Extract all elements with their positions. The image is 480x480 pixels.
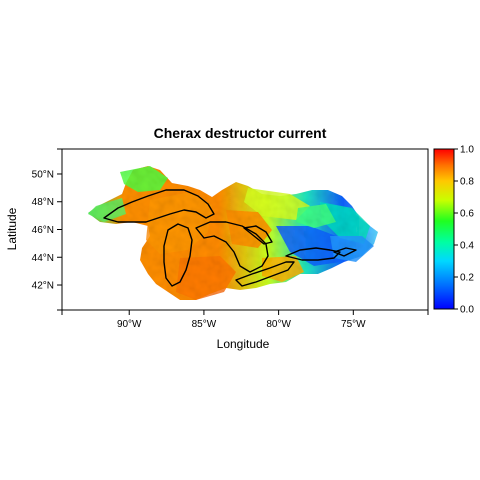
y-axis: 42°N 44°N 46°N 48°N 50°N	[32, 149, 62, 310]
colorbar-tick-label: 1.0	[460, 145, 474, 156]
colorbar-legend: 0.0 0.2 0.4 0.6 0.8 1.0	[434, 145, 474, 316]
colorbar-tick-label: 0.0	[460, 305, 474, 316]
x-axis-label: Longitude	[217, 337, 270, 351]
y-tick-label: 48°N	[32, 197, 54, 208]
x-tick-label: 90°W	[117, 319, 142, 330]
colorbar-ticks: 0.0 0.2 0.4 0.6 0.8 1.0	[454, 145, 474, 316]
plot-area: 90°W 85°W 80°W 75°W 42°N 44°N 46°N 48°N 50°N	[32, 149, 428, 330]
map-title: Cherax destructor current	[154, 125, 327, 141]
colorbar-gradient	[434, 149, 454, 309]
y-tick-label: 44°N	[32, 253, 54, 264]
colorbar-tick-label: 0.2	[460, 273, 474, 284]
y-tick-label: 46°N	[32, 225, 54, 236]
colorbar-tick-label: 0.6	[460, 209, 474, 220]
colorbar-tick-label: 0.4	[460, 241, 474, 252]
colorbar-tick-label: 0.8	[460, 177, 474, 188]
x-axis: 90°W 85°W 80°W 75°W	[62, 310, 428, 330]
y-tick-label: 50°N	[32, 169, 54, 180]
y-tick-label: 42°N	[32, 281, 54, 292]
y-axis-label: Latitude	[5, 207, 19, 250]
x-tick-label: 75°W	[341, 319, 366, 330]
x-tick-label: 80°W	[266, 319, 291, 330]
x-tick-label: 85°W	[192, 319, 217, 330]
